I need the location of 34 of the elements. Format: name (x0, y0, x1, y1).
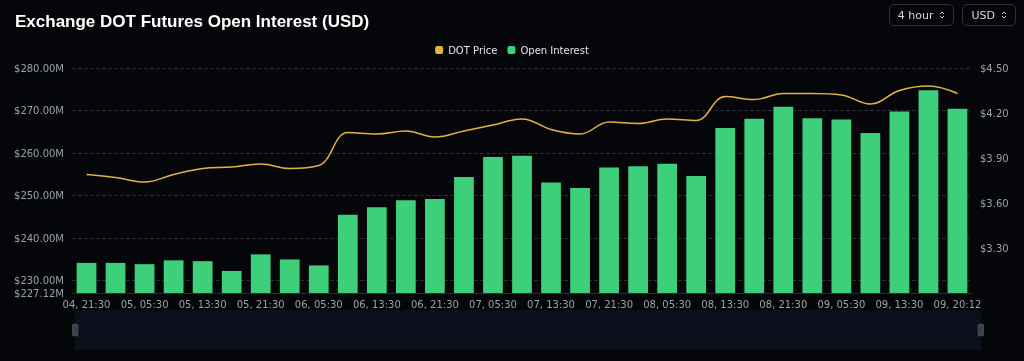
x-tick-label: 07, 21:30 (585, 298, 634, 310)
y2-tick-label: $4.50 (980, 62, 1009, 74)
y-tick-label: $240.00M (14, 232, 64, 244)
y2-tick-label: $3.90 (980, 152, 1009, 164)
x-tick-label: 08, 13:30 (701, 298, 750, 310)
y-tick-label: $270.00M (14, 105, 64, 117)
dropdown-field: 4 hour (888, 4, 955, 26)
y2-tick-label: $4.20 (980, 107, 1009, 119)
chart-title: Exchange DOT Futures Open Interest (USD) (15, 12, 370, 31)
legend-label: DOT Price (448, 44, 498, 56)
y2-tick-label: $3.30 (980, 242, 1009, 254)
x-tick-label: 06, 21:30 (410, 298, 459, 310)
y-tick-label: $250.00M (14, 190, 64, 202)
x-tick-label: 07, 05:30 (469, 298, 517, 310)
x-tick-label: 08, 21:30 (759, 298, 808, 310)
x-tick-label: 06, 13:30 (352, 298, 401, 310)
x-tick-label: 07, 13:30 (527, 298, 575, 310)
dropdown-field: USD (962, 4, 1016, 26)
line-series (85, 85, 959, 183)
y-tick-label: $260.00M (14, 147, 64, 159)
y-tick-label: $230.00M (14, 275, 64, 287)
x-tick-label: 06, 05:30 (294, 298, 343, 310)
y-tick-label: $227.12M (14, 287, 64, 299)
y-tick-label: $280.00M (14, 62, 64, 74)
x-tick-label: 04, 21:30 (62, 298, 111, 310)
y2-tick-label: $3.60 (980, 197, 1009, 209)
x-tick-label: 05, 13:30 (178, 298, 227, 310)
x-tick-label: 09, 13:30 (875, 298, 924, 310)
x-tick-label: 08, 05:30 (643, 298, 692, 310)
x-tick-label: 05, 21:30 (236, 298, 285, 310)
x-tick-label: 09, 20:12 (933, 298, 982, 310)
x-tick-label: 05, 05:30 (120, 298, 169, 310)
x-tick-label: 09, 05:30 (817, 298, 866, 310)
legend-label: Open Interest (520, 44, 589, 56)
